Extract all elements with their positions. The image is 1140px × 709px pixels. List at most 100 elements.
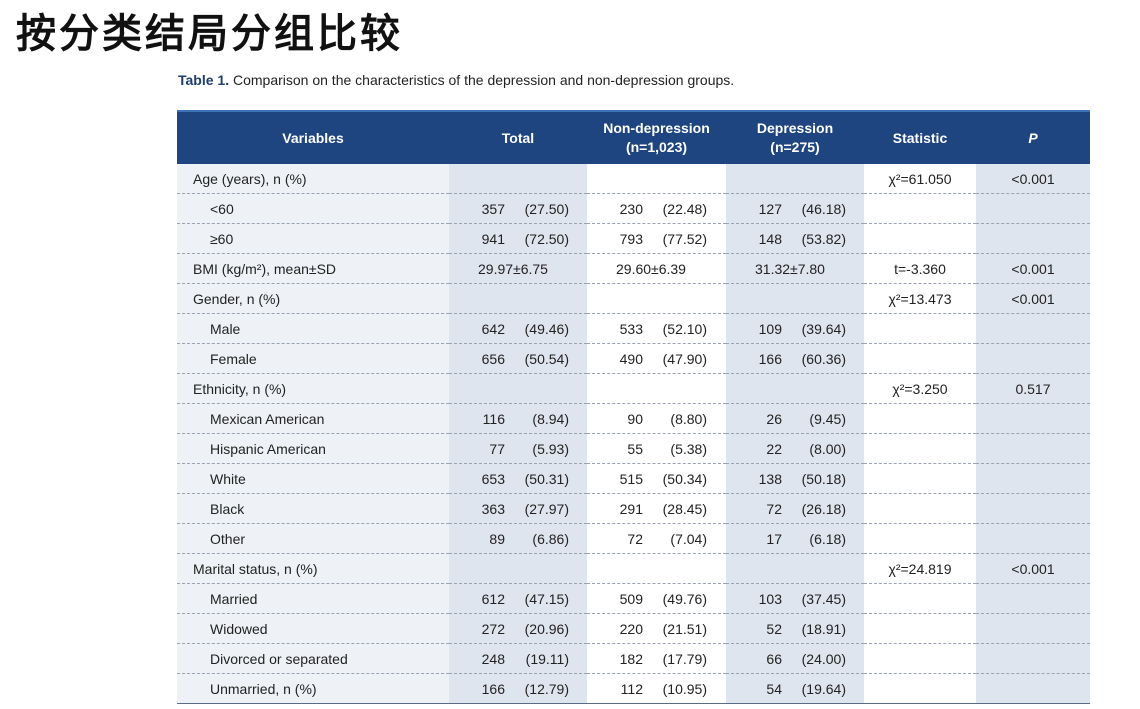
cell-depression-percent: (39.64) xyxy=(801,320,846,337)
cell-non-depression-content: 72 (7.04) xyxy=(587,531,707,547)
cell-total-content: 166 (12.79) xyxy=(449,681,569,697)
table-row-subcategory: Divorced or separated 248 (19.11) 182 (17.79… xyxy=(177,643,1090,674)
cell-statistic xyxy=(864,193,976,224)
cell-total xyxy=(449,164,587,194)
cell-total: 642 (49.46) xyxy=(449,313,587,344)
cell-p-value xyxy=(976,523,1090,554)
cell-non-depression-percent: (77.52) xyxy=(662,230,707,247)
cell-depression-percent: (6.18) xyxy=(809,530,846,547)
cell-total-percent: (27.97) xyxy=(524,500,569,517)
cell-total-content: 77 (5.93) xyxy=(449,441,569,457)
cell-depression: 166 (60.36) xyxy=(726,343,864,374)
cell-total: 116 (8.94) xyxy=(449,403,587,434)
cell-total-count: 248 xyxy=(481,650,505,667)
cell-depression-content: 109 (39.64) xyxy=(726,321,846,337)
cell-total-percent: (6.86) xyxy=(532,530,569,547)
cell-non-depression-content: 55 (5.38) xyxy=(587,441,707,457)
cell-total-content: 248 (19.11) xyxy=(449,651,569,667)
cell-total-count: 357 xyxy=(481,200,505,217)
cell-variable: Female xyxy=(177,343,449,374)
cell-p-value xyxy=(976,223,1090,254)
cell-non-depression-percent: (22.48) xyxy=(662,200,707,217)
cell-non-depression-content: 793 (77.52) xyxy=(587,231,707,247)
cell-total-count: 653 xyxy=(481,470,505,487)
cell-variable: Ethnicity, n (%) xyxy=(177,373,449,404)
cell-non-depression-percent: (8.80) xyxy=(670,410,707,427)
cell-total-count: 656 xyxy=(481,350,505,367)
cell-total-content: 941 (72.50) xyxy=(449,231,569,247)
table-caption: Table 1. Comparison on the characteristi… xyxy=(178,72,734,88)
cell-depression-percent: (8.00) xyxy=(809,440,846,457)
cell-non-depression xyxy=(587,553,726,584)
cell-total-count: 642 xyxy=(481,320,505,337)
cell-total: 656 (50.54) xyxy=(449,343,587,374)
cell-depression-percent: (9.45) xyxy=(809,410,846,427)
variable-label: Married xyxy=(210,590,258,607)
table-row-subcategory: Widowed 272 (20.96) 220 (21.51) 52 (18.91) xyxy=(177,613,1090,644)
cell-variable: Hispanic American xyxy=(177,433,449,464)
cell-p-value xyxy=(976,673,1090,704)
cell-non-depression-content: 509 (49.76) xyxy=(587,591,707,607)
cell-variable: Mexican American xyxy=(177,403,449,434)
header-non-depression-label: Non-depression xyxy=(603,120,710,136)
cell-non-depression-count: 533 xyxy=(619,320,643,337)
cell-depression-count: 166 xyxy=(758,350,782,367)
cell-statistic: χ²=61.050 xyxy=(864,164,976,194)
cell-variable: White xyxy=(177,463,449,494)
cell-variable: Divorced or separated xyxy=(177,643,449,674)
cell-statistic: χ²=13.473 xyxy=(864,283,976,314)
table-row-variable: BMI (kg/m²), mean±SD 29.97±6.75 29.60±6.39… xyxy=(177,253,1090,284)
cell-total-count: 116 xyxy=(482,410,505,427)
cell-non-depression: 515 (50.34) xyxy=(587,463,726,494)
cell-non-depression: 112 (10.95) xyxy=(587,673,726,704)
variable-label: Age (years), n (%) xyxy=(193,170,307,187)
cell-non-depression-content: 220 (21.51) xyxy=(587,621,707,637)
cell-depression: 54 (19.64) xyxy=(726,673,864,704)
cell-total: 77 (5.93) xyxy=(449,433,587,464)
cell-total-content: 612 (47.15) xyxy=(449,591,569,607)
cell-total-count: 941 xyxy=(481,230,505,247)
cell-non-depression-count: 220 xyxy=(619,620,643,637)
cell-total-content: 272 (20.96) xyxy=(449,621,569,637)
cell-depression-percent: (46.18) xyxy=(801,200,846,217)
variable-label: Black xyxy=(210,500,245,517)
cell-p-value: <0.001 xyxy=(976,283,1090,314)
variable-label: Other xyxy=(210,530,246,547)
cell-variable: Age (years), n (%) xyxy=(177,164,449,194)
cell-depression: 138 (50.18) xyxy=(726,463,864,494)
cell-non-depression-value: 29.60±6.39 xyxy=(616,260,686,277)
cell-non-depression-content: 90 (8.80) xyxy=(587,411,707,427)
cell-non-depression: 182 (17.79) xyxy=(587,643,726,674)
cell-variable: Married xyxy=(177,583,449,614)
variable-label: Female xyxy=(210,350,257,367)
cell-p-value xyxy=(976,463,1090,494)
cell-depression-content: 103 (37.45) xyxy=(726,591,846,607)
table-row-subcategory: Unmarried, n (%) 166 (12.79) 112 (10.95) 54 (1… xyxy=(177,673,1090,704)
cell-depression-content: 52 (18.91) xyxy=(726,621,846,637)
cell-variable: BMI (kg/m²), mean±SD xyxy=(177,253,449,284)
cell-non-depression-count: 291 xyxy=(619,500,643,517)
table-row-subcategory: Mexican American 116 (8.94) 90 (8.80) 26 (9.45… xyxy=(177,403,1090,434)
cell-statistic xyxy=(864,223,976,254)
cell-non-depression-content: 533 (52.10) xyxy=(587,321,707,337)
cell-statistic: χ²=3.250 xyxy=(864,373,976,404)
cell-p-value: <0.001 xyxy=(976,164,1090,194)
cell-p-value xyxy=(976,433,1090,464)
table-row-subcategory: White 653 (50.31) 515 (50.34) 138 (50.18) xyxy=(177,463,1090,494)
cell-non-depression-content: 182 (17.79) xyxy=(587,651,707,667)
cell-statistic xyxy=(864,433,976,464)
table-row-variable: Age (years), n (%) χ²=61.050 <0.001 xyxy=(177,164,1090,194)
cell-depression-percent: (53.82) xyxy=(801,230,846,247)
cell-total: 357 (27.50) xyxy=(449,193,587,224)
cell-non-depression: 291 (28.45) xyxy=(587,493,726,524)
cell-depression-content: 22 (8.00) xyxy=(726,441,846,457)
cell-non-depression-percent: (21.51) xyxy=(662,620,707,637)
cell-depression-count: 109 xyxy=(758,320,782,337)
cell-depression-percent: (50.18) xyxy=(801,470,846,487)
cell-p-value xyxy=(976,193,1090,224)
cell-p-value: <0.001 xyxy=(976,553,1090,584)
cell-statistic xyxy=(864,463,976,494)
table-row-subcategory: Married 612 (47.15) 509 (49.76) 103 (37.45) xyxy=(177,583,1090,614)
cell-total-content: 357 (27.50) xyxy=(449,201,569,217)
cell-depression-percent: (18.91) xyxy=(801,620,846,637)
